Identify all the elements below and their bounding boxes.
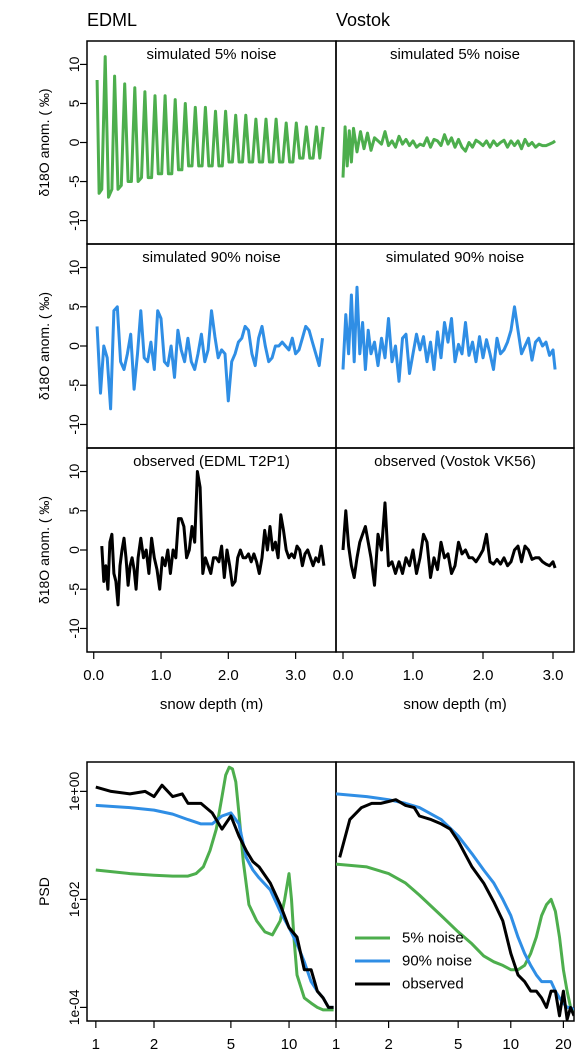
series-group-observed-edml-t2p1--edml [100,470,326,607]
x-tick-label: 20 [555,1036,572,1052]
x-tick-label: 3.0 [543,667,564,684]
x-tick-label: 0.0 [333,667,354,684]
x-tick-label: 2 [384,1036,392,1052]
x-tick-label: 10 [281,1036,298,1052]
psd-frame-vostok [335,761,575,1022]
series-line-observed-edml-t2p1--edml [100,470,326,607]
panel-frame-observed-vostok-vk56--vostok [335,447,575,653]
x-tick-label: 2 [150,1036,158,1052]
y-tick-label: 5 [66,303,82,311]
series-group-observed-vostok-vk56--vostok [341,501,557,587]
y-tick-label: 10 [66,464,82,480]
series-line-simulated-90-noise-edml [95,305,324,411]
psd-line-edml-90-noise [95,803,334,1009]
y-tick-label: 0 [66,546,82,554]
x-tick-label: 2.0 [218,667,239,684]
psd-line-edml-observed [95,783,334,1009]
x-tick-label: 1.0 [403,667,424,684]
series-group-simulated-90-noise-vostok [341,285,557,383]
panel-title-simulated-5-noise-edml: simulated 5% noise [146,46,276,63]
y-tick-label: -10 [66,414,82,434]
y-tick-label: -5 [66,583,82,596]
y-axis-label: PSD [36,877,52,906]
y-axis-label: δ18O anom. ( ‰) [36,496,52,604]
series-group-simulated-5-noise-vostok [341,125,557,178]
psd-line-vostok-observed [338,798,574,1021]
y-tick-label: 1e-02 [66,881,82,917]
x-axis-label: snow depth (m) [160,696,263,713]
panel-title-observed-edml-t2p1--edml: observed (EDML T2P1) [133,453,290,470]
y-tick-label: 10 [66,260,82,276]
y-axis-label: δ18O anom. ( ‰) [36,292,52,400]
x-tick-label: 2.0 [473,667,494,684]
panel-title-simulated-5-noise-vostok: simulated 5% noise [390,46,520,63]
x-tick-label: 1.0 [151,667,172,684]
y-tick-label: 5 [66,507,82,515]
psd-line-vostok-90-noise [336,792,574,1012]
series-group-simulated-90-noise-edml [95,305,324,411]
x-tick-label: 10 [502,1036,519,1052]
legend-label: 90% noise [402,953,472,970]
x-tick-label: 5 [454,1036,462,1052]
series-line-simulated-5-noise-edml [95,55,325,199]
y-axis-label: δ18O anom. ( ‰) [36,88,52,196]
y-tick-label: -10 [66,618,82,638]
y-tick-label: 0 [66,138,82,146]
psd-line-vostok-5-noise [336,862,574,1014]
column-title-edml: EDML [87,10,137,30]
legend-label: 5% noise [402,930,464,947]
panel-title-simulated-90-noise-vostok: simulated 90% noise [386,249,524,266]
psd-series-group-edml [95,765,334,1012]
x-tick-label: 3.0 [285,667,306,684]
y-tick-label: -10 [66,210,82,230]
y-tick-label: -5 [66,379,82,392]
series-line-simulated-5-noise-vostok [341,125,557,178]
y-tick-label: 5 [66,99,82,107]
y-tick-label: 1e+00 [66,772,82,812]
legend-label: observed [402,976,464,993]
x-axis-label: snow depth (m) [403,696,506,713]
x-tick-label: 5 [227,1036,235,1052]
y-tick-label: 1e-04 [66,989,82,1025]
series-group-simulated-5-noise-edml [95,55,325,199]
y-tick-label: 10 [66,56,82,72]
panel-title-observed-vostok-vk56--vostok: observed (Vostok VK56) [374,453,536,470]
column-title-vostok: Vostok [336,10,391,30]
y-tick-label: 0 [66,342,82,350]
series-line-simulated-90-noise-vostok [341,285,557,383]
panel-title-simulated-90-noise-edml: simulated 90% noise [142,249,280,266]
psd-line-edml-5-noise [95,765,334,1012]
x-tick-label: 0.0 [83,667,104,684]
series-line-observed-vostok-vk56--vostok [341,501,557,587]
psd-series-group-vostok [336,792,574,1021]
x-tick-label: 1 [332,1036,340,1052]
x-tick-label: 1 [92,1036,100,1052]
y-tick-label: -5 [66,175,82,188]
